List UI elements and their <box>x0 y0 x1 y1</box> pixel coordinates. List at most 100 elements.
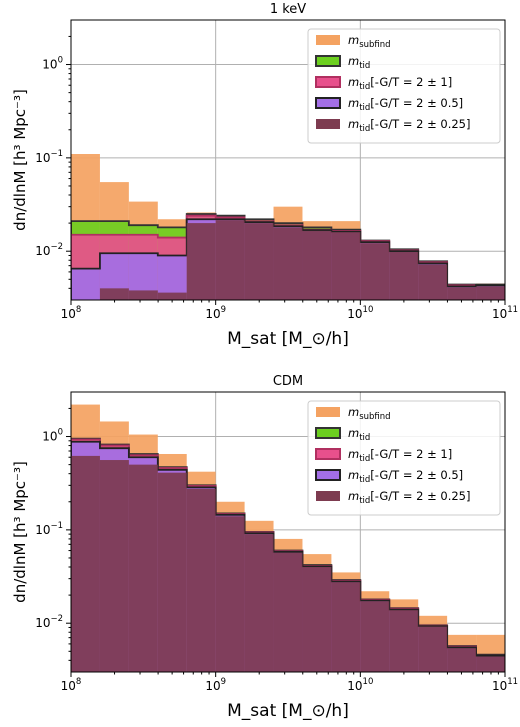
y-tick-mantissa: 10 <box>42 430 57 444</box>
legend-label: mtid <box>348 426 370 443</box>
bar <box>244 223 274 300</box>
bar <box>331 582 361 672</box>
legend-box <box>307 400 501 516</box>
plot-area <box>71 392 505 672</box>
legend-swatch <box>316 35 340 45</box>
y-tick-label: 10−2 <box>35 242 63 258</box>
legend-label: mtid[-G/T = 2 ± 0.25] <box>348 117 470 134</box>
x-tick-exponent: 8 <box>76 305 81 315</box>
legend-label-main: m <box>348 468 359 482</box>
x-tick-label: 1011 <box>492 305 518 321</box>
legend-item-2: mtid[-G/T = 2 ± 1] <box>315 447 452 464</box>
bar <box>186 223 216 300</box>
legend-item-1: mtid <box>315 54 370 71</box>
y-tick-exponent: 0 <box>58 56 63 66</box>
bar <box>476 656 505 672</box>
y-tick-mantissa: 10 <box>35 244 50 258</box>
legend-label-main: m <box>348 405 359 419</box>
x-tick-label: 1011 <box>492 677 518 693</box>
legend-swatch <box>315 427 341 439</box>
legend-label: mtid[-G/T = 2 ± 0.5] <box>348 468 463 485</box>
chart-title: 1 keV <box>270 2 306 17</box>
bar <box>447 287 477 300</box>
series-outline <box>71 440 505 672</box>
x-tick-label: 1010 <box>347 305 373 321</box>
legend-label-sub: tid <box>359 103 370 113</box>
legend-label-sub: subfind <box>359 40 390 50</box>
legend-label-sub: tid <box>359 496 370 506</box>
bar <box>418 264 448 300</box>
y-tick-mantissa: 10 <box>42 58 57 72</box>
y-tick-label: 100 <box>42 428 63 444</box>
legend-label-main: m <box>348 447 359 461</box>
legend-swatch <box>315 448 341 460</box>
legend-label-sub: tid <box>359 124 370 134</box>
x-tick-label: 109 <box>205 305 226 321</box>
bar <box>447 648 477 672</box>
legend-item-4: mtid[-G/T = 2 ± 0.25] <box>316 117 470 134</box>
y-tick-mantissa: 10 <box>35 616 50 630</box>
y-tick-mantissa: 10 <box>35 523 50 537</box>
bar <box>186 488 216 672</box>
legend-label-sub: subfind <box>359 412 390 422</box>
x-tick-exponent: 10 <box>363 677 374 687</box>
x-axis-label: M_sat [M_⊙/h] <box>227 329 349 349</box>
legend-swatch <box>316 407 340 417</box>
legend-swatch <box>315 469 341 481</box>
bar <box>273 552 303 672</box>
x-tick-mantissa: 10 <box>61 679 76 693</box>
legend-label-main: m <box>348 117 359 131</box>
bar <box>157 255 187 300</box>
legend-label-suffix: [-G/T = 2 ± 1] <box>370 447 452 461</box>
series-4 <box>99 220 505 300</box>
legend-swatch <box>315 55 341 67</box>
bar <box>128 464 158 672</box>
y-tick-exponent: −1 <box>50 521 63 531</box>
legend-label: msubfind <box>348 33 391 50</box>
legend-label-main: m <box>348 426 359 440</box>
y-tick-exponent: 0 <box>58 428 63 438</box>
legend-label-sub: tid <box>359 61 370 71</box>
bar <box>389 252 419 300</box>
legend-swatch <box>315 97 341 109</box>
legend-swatch <box>316 491 340 501</box>
x-tick-exponent: 9 <box>221 677 226 687</box>
plot-area <box>71 20 505 300</box>
chart-title: CDM <box>273 374 303 389</box>
legend-label-suffix: [-G/T = 2 ± 0.5] <box>370 96 463 110</box>
legend-item-3: mtid[-G/T = 2 ± 0.5] <box>315 96 463 113</box>
bar <box>389 610 419 672</box>
y-axis-label: dn/dlnM [h³ Mpc⁻³] <box>11 89 29 231</box>
bar <box>215 220 245 300</box>
legend-item-3: mtid[-G/T = 2 ± 0.5] <box>315 468 463 485</box>
legend-label: mtid <box>348 54 370 71</box>
x-tick-label: 109 <box>205 677 226 693</box>
bar <box>244 534 274 672</box>
series-4 <box>71 455 505 672</box>
bar <box>215 516 245 672</box>
y-tick-mantissa: 10 <box>35 151 50 165</box>
legend-label-sub: tid <box>359 475 370 485</box>
bar <box>302 567 332 672</box>
legend-label: mtid[-G/T = 2 ± 1] <box>348 447 452 464</box>
x-axis-label: M_sat [M_⊙/h] <box>227 701 349 721</box>
y-tick-label: 10−1 <box>35 149 63 165</box>
bar <box>157 292 187 300</box>
bar <box>157 472 187 672</box>
x-tick-mantissa: 10 <box>347 679 362 693</box>
y-axis-label: dn/dlnM [h³ Mpc⁻³] <box>11 461 29 603</box>
x-tick-mantissa: 10 <box>205 679 220 693</box>
series-outline <box>71 214 505 300</box>
legend-label-main: m <box>348 54 359 68</box>
legend-label-suffix: [-G/T = 2 ± 0.25] <box>370 117 470 131</box>
y-tick-label: 10−1 <box>35 521 63 537</box>
bar <box>99 288 129 300</box>
legend-label-suffix: [-G/T = 2 ± 0.5] <box>370 468 463 482</box>
y-tick-exponent: −2 <box>50 242 63 252</box>
